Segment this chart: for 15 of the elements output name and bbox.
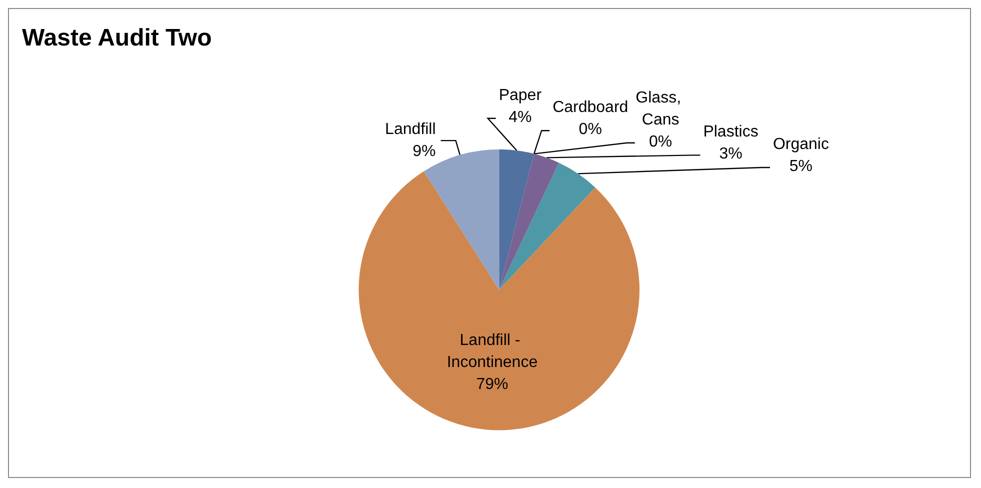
slice-label: Plastics <box>703 124 758 141</box>
text: Waste Audit Two <box>22 24 212 52</box>
slice-label: Landfill - Incontinence <box>446 332 538 372</box>
category-label: Glass, Cans <box>636 89 682 128</box>
data-label: 3% <box>719 146 742 163</box>
slice-label: Organic <box>772 136 829 153</box>
text: 0% <box>578 121 602 138</box>
slice-label: Landfill <box>385 121 436 138</box>
data-label: 79% <box>476 376 508 394</box>
slice-label: Paper <box>498 86 542 104</box>
category-label: Cardboard <box>552 99 628 116</box>
data-label: 9% <box>412 143 436 160</box>
text: 0% <box>649 133 672 150</box>
data-label: 5% <box>789 158 813 175</box>
data-label: 4% <box>508 108 532 126</box>
